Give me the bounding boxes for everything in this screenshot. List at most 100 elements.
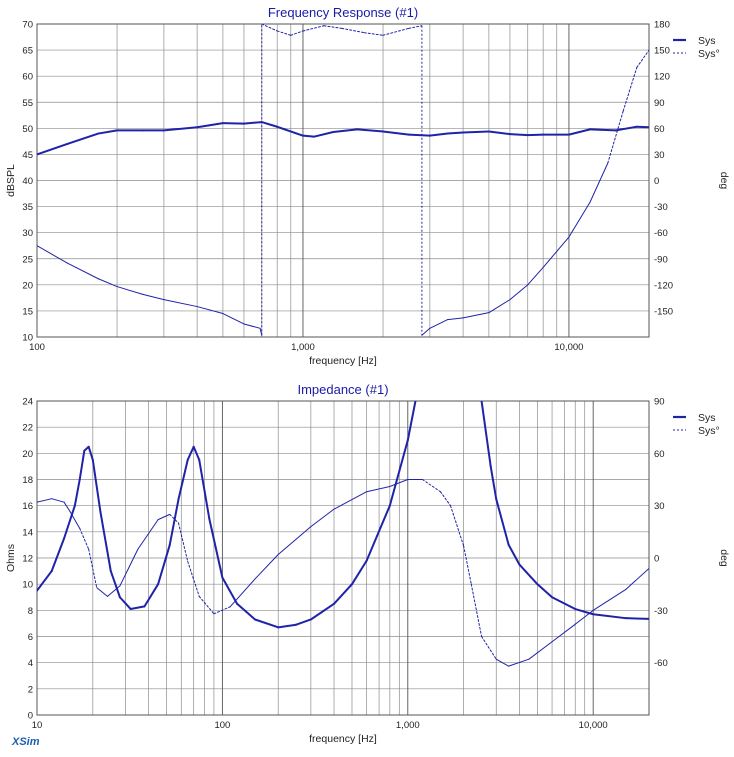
- legend-label-sys: Sys: [698, 412, 716, 424]
- magnitude-segment: [333, 583, 353, 605]
- phase-segment: [276, 30, 292, 36]
- phase-segment: [592, 588, 627, 611]
- y-tick-label: 40: [22, 176, 33, 187]
- phase-segment: [106, 585, 121, 597]
- magnitude-segment: [588, 128, 617, 132]
- y-tick-label: 20: [22, 280, 33, 291]
- y-tick-label: 14: [22, 527, 33, 538]
- x-tick-label: 10: [32, 720, 43, 731]
- phase-segment: [341, 27, 365, 34]
- magnitude-segment: [592, 613, 627, 620]
- magnitude-segment: [129, 605, 146, 611]
- magnitude-segment: [276, 125, 304, 137]
- magnitude-segment: [221, 576, 239, 605]
- magnitude-segment: [157, 543, 171, 586]
- magnitude-segment: [350, 559, 368, 586]
- magnitude-segment: [480, 401, 483, 402]
- phase-segment: [79, 527, 90, 550]
- phase-segment: [495, 658, 510, 667]
- phase-segment: [119, 548, 139, 587]
- magnitude-segment: [236, 602, 257, 621]
- phase-segment: [66, 262, 99, 280]
- phase-segment: [389, 479, 409, 487]
- magnitude-segment: [118, 596, 132, 611]
- y-tick-label: 0: [28, 711, 33, 722]
- magnitude-segment: [414, 401, 417, 402]
- magnitude-segment: [489, 465, 498, 501]
- phase-segment: [222, 313, 245, 325]
- magnitude-segment: [388, 439, 409, 507]
- series-group: [37, 24, 649, 336]
- magnitude-segment: [50, 537, 66, 573]
- y-tick-label: 18: [22, 475, 33, 486]
- magnitude-segment: [365, 504, 391, 562]
- x-tick-label: 10,000: [554, 342, 583, 353]
- phase-segment: [439, 491, 452, 507]
- y2-tick-label: -90: [654, 254, 668, 265]
- magnitude-segment: [78, 449, 86, 481]
- y-tick-label: 45: [22, 150, 33, 161]
- y-tick-label: 35: [22, 202, 33, 213]
- y-tick-label: 2: [28, 684, 33, 695]
- phase-segment: [462, 312, 490, 319]
- phase-segment: [229, 578, 256, 608]
- y-tick-label: 6: [28, 632, 33, 643]
- phase-segment: [551, 623, 576, 643]
- y-tick-label: 16: [22, 501, 33, 512]
- phase-segment: [568, 201, 591, 238]
- phase-segment: [607, 110, 624, 164]
- magnitude-segment: [277, 623, 298, 629]
- y2-axis-label: deg: [718, 172, 730, 190]
- phase-segment: [310, 508, 335, 528]
- phase-segment: [142, 293, 165, 301]
- phase-segment: [37, 245, 68, 264]
- y2-tick-label: 90: [654, 98, 665, 109]
- y2-tick-label: -30: [654, 606, 668, 617]
- magnitude-segment: [312, 130, 335, 138]
- y-tick-label: 60: [22, 72, 33, 83]
- plot-frame: [36, 400, 650, 716]
- magnitude-segment: [614, 125, 638, 132]
- phase-segment: [97, 278, 118, 288]
- magnitude-segment: [37, 142, 69, 156]
- phase-segment: [88, 548, 98, 589]
- magnitude-segment: [518, 563, 539, 586]
- magnitude-segment: [635, 125, 649, 129]
- phase-segment: [363, 32, 384, 36]
- magnitude-segment: [487, 130, 511, 136]
- phase-segment: [261, 24, 278, 32]
- y2-tick-label: -60: [654, 228, 668, 239]
- y-tick-label: 20: [22, 449, 33, 460]
- magnitude-segment: [406, 401, 417, 442]
- magnitude-segment: [260, 121, 279, 128]
- magnitude-segment: [526, 133, 545, 137]
- magnitude-segment: [446, 131, 465, 135]
- chart-title: Impedance (#1): [297, 382, 388, 397]
- phase-segment: [37, 498, 53, 503]
- y-tick-label: 50: [22, 124, 33, 135]
- magnitude-segment: [162, 126, 199, 132]
- magnitude-segment: [208, 517, 224, 579]
- phase-segment: [421, 479, 441, 493]
- xsim-brand-label: XSim: [11, 736, 40, 748]
- magnitude-segment: [551, 596, 577, 611]
- phase-segment: [488, 299, 511, 314]
- phase-segment: [198, 595, 215, 615]
- magnitude-segment: [73, 478, 81, 507]
- x-tick-label: 1,000: [291, 342, 315, 353]
- y-tick-label: 25: [22, 254, 33, 265]
- magnitude-segment: [428, 132, 449, 137]
- y2-tick-label: -120: [654, 280, 673, 291]
- legend-label-phase: Sys°: [698, 425, 720, 437]
- phase-segment: [429, 319, 449, 329]
- magnitude-segment: [507, 543, 521, 566]
- magnitude-segment: [177, 458, 189, 501]
- phase-segment: [636, 49, 649, 68]
- phase-segment: [169, 513, 180, 524]
- y-tick-label: 24: [22, 397, 33, 408]
- phase-segment: [527, 266, 544, 286]
- phase-segment: [447, 317, 464, 321]
- y2-tick-label: 180: [654, 20, 670, 31]
- y-tick-label: 65: [22, 46, 33, 57]
